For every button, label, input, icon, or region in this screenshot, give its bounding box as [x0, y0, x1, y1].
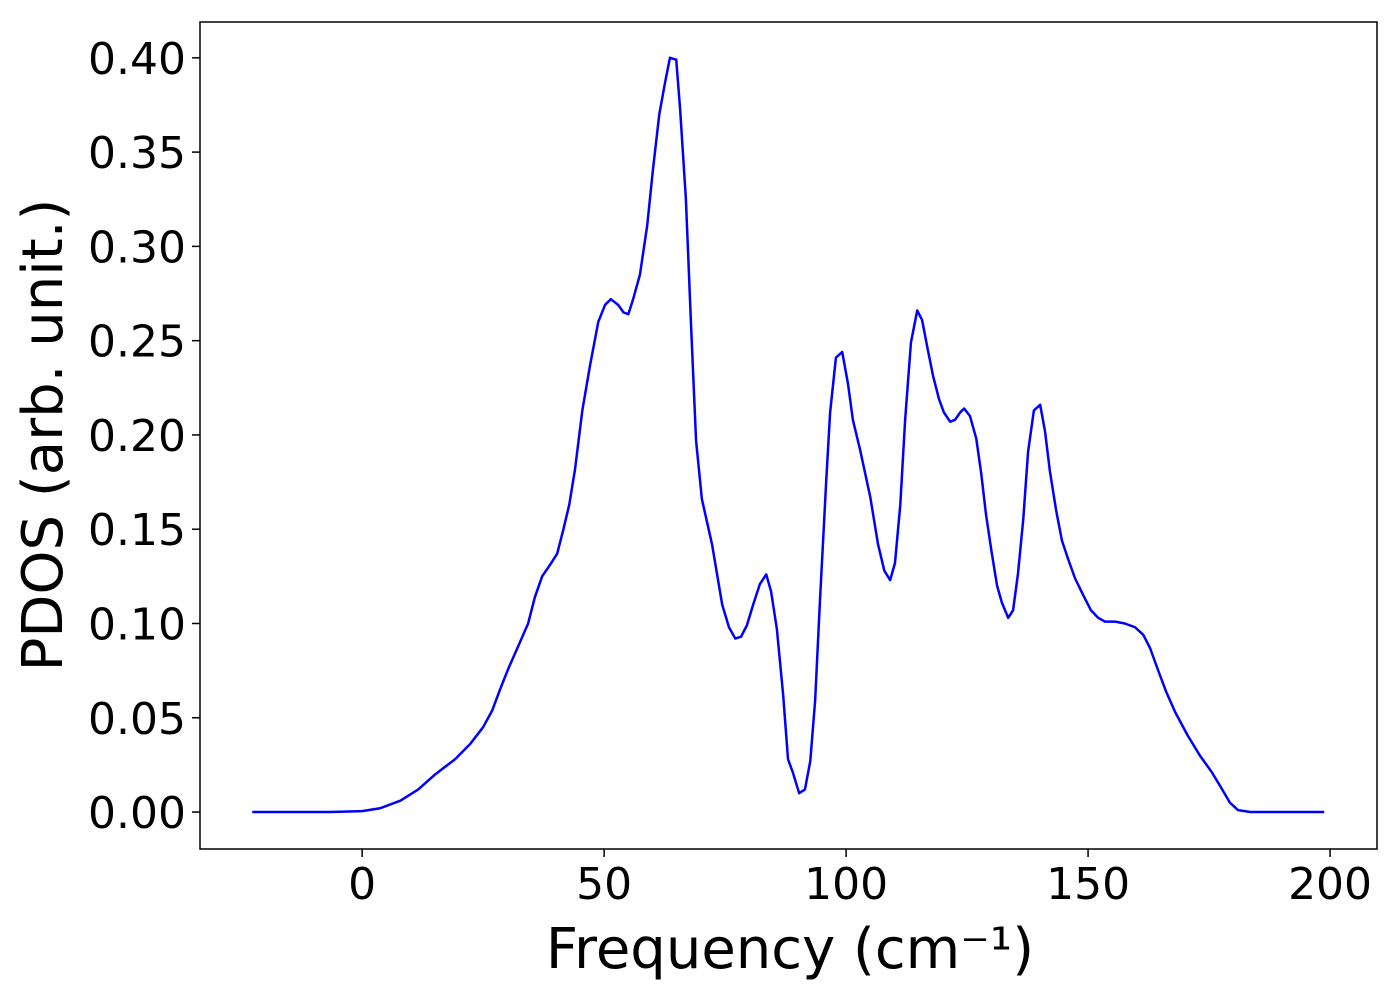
y-tick-label: 0.40 — [88, 34, 186, 85]
x-tick-label: 100 — [804, 859, 888, 910]
y-tick-label: 0.25 — [88, 317, 186, 368]
x-tick-label: 200 — [1288, 859, 1372, 910]
x-tick-label: 50 — [576, 859, 632, 910]
x-tick-label: 0 — [348, 859, 376, 910]
y-tick-label: 0.00 — [88, 788, 186, 839]
y-axis-label: PDOS (arb. unit.) — [11, 199, 76, 672]
x-tick-label: 150 — [1046, 859, 1130, 910]
data-line — [252, 56, 1325, 814]
y-tick-label: 0.20 — [88, 411, 186, 462]
y-tick-label: 0.10 — [88, 599, 186, 650]
y-tick-label: 0.30 — [88, 222, 186, 273]
y-tick-label: 0.35 — [88, 128, 186, 179]
x-axis-label: Frequency (cm⁻¹) — [546, 917, 1034, 982]
plot-frame — [199, 21, 1378, 850]
y-tick-label: 0.15 — [88, 505, 186, 556]
y-tick-label: 0.05 — [88, 694, 186, 745]
